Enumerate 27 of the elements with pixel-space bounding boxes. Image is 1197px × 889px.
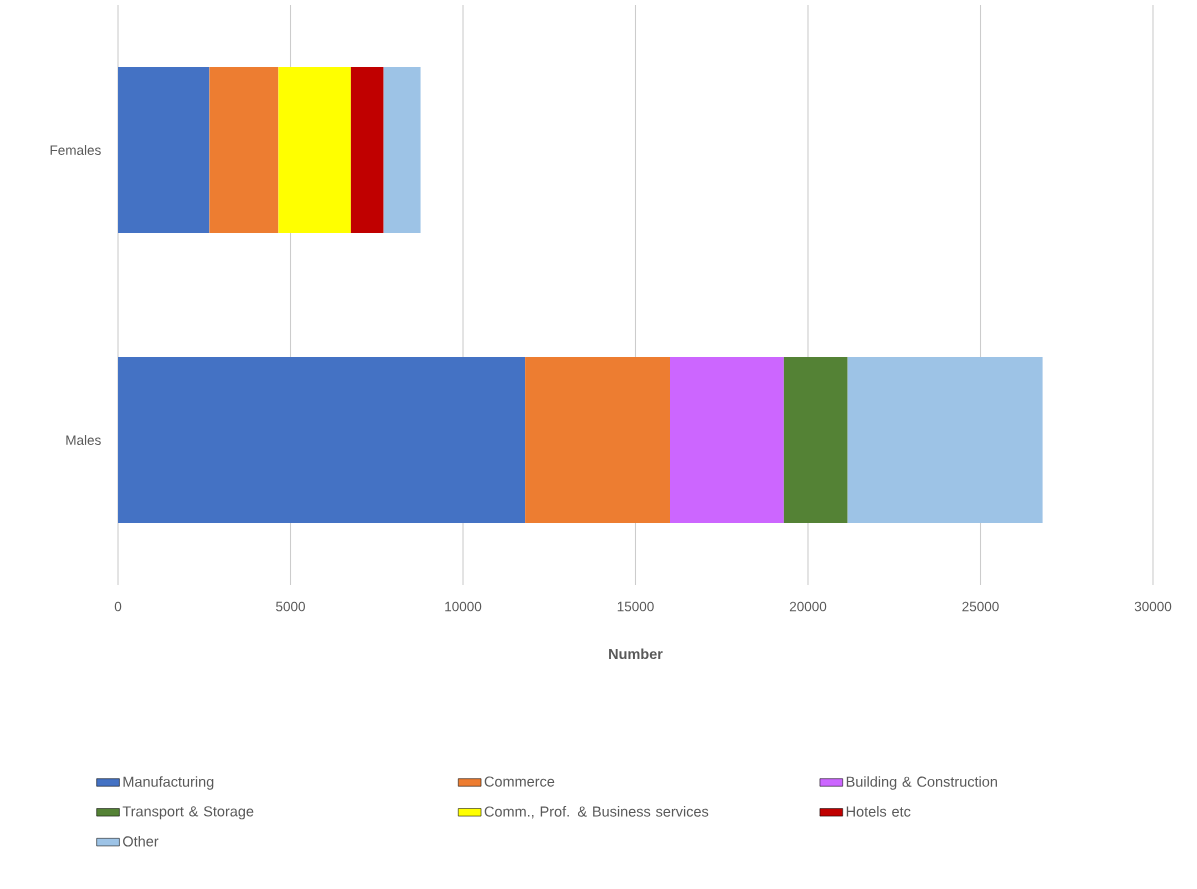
x-tick-label: 0: [114, 601, 122, 612]
bar: [847, 357, 1043, 523]
legend-label: Transport & Storage: [122, 806, 254, 820]
y-tick-label: Females: [50, 145, 101, 155]
x-tick-label: 20000: [789, 601, 827, 612]
x-axis-title: Number: [609, 648, 663, 660]
x-tick-label: 15000: [617, 601, 654, 612]
bar: [209, 67, 279, 233]
bar: [670, 357, 784, 523]
x-tick-label: 30000: [1134, 601, 1172, 612]
legend-label: Manufacturing: [123, 776, 214, 790]
legend-label: Comm., Prof. & Business services: [484, 806, 709, 819]
bar: [118, 67, 210, 233]
y-tick-label: Males: [66, 435, 101, 445]
legend-label: Hotels etc: [846, 806, 911, 817]
x-tick-label: 5000: [276, 601, 305, 612]
bar: [278, 67, 351, 233]
bar: [525, 357, 670, 523]
x-tick-label: 10000: [445, 601, 482, 612]
legend-label: Other: [123, 835, 159, 847]
bar: [783, 357, 848, 523]
bar: [383, 67, 421, 233]
bar: [350, 67, 384, 233]
legend-label: Building & Construction: [846, 776, 997, 790]
bar: [118, 357, 526, 523]
legend-label: Commerce: [484, 776, 555, 787]
x-tick-label: 25000: [962, 601, 999, 612]
